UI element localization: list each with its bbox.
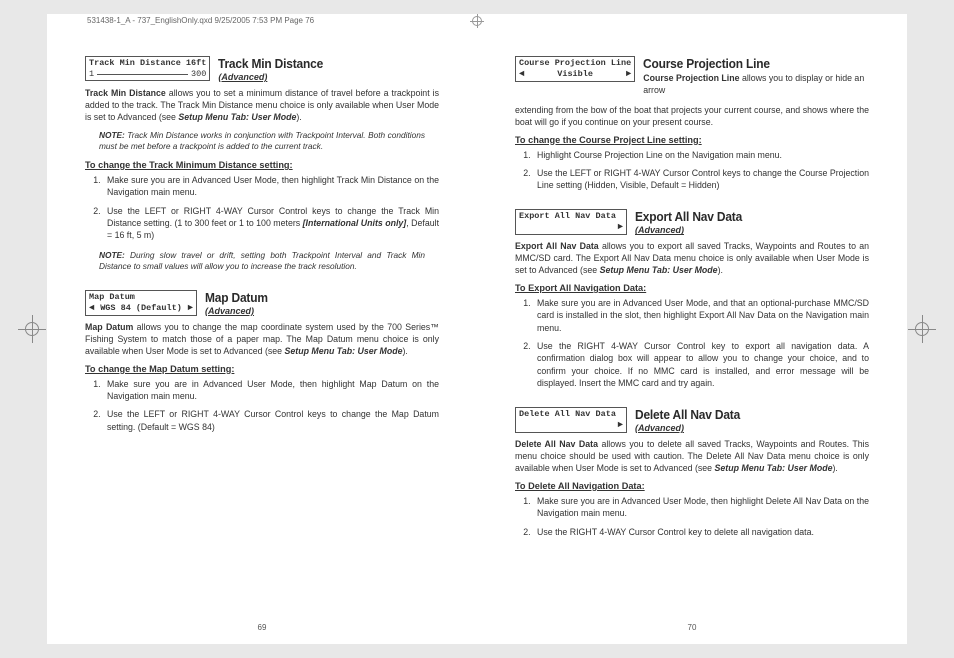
paragraph: Course Projection Line allows you to dis… [643,73,869,97]
menu-label: Course Projection Line [519,58,631,69]
list-item: Make sure you are in Advanced User Mode,… [533,495,869,520]
paragraph: Map Datum allows you to change the map c… [85,322,439,358]
section-title: Export All Nav Data [635,209,850,224]
note: NOTE: During slow travel or drift, setti… [85,250,439,272]
arrow-right-icon: ► [618,222,623,233]
registration-mark-right [912,319,932,339]
paragraph: Track Min Distance allows you to set a m… [85,88,439,124]
section-export-nav: Export All Nav Data ► Export All Nav Dat… [515,209,869,389]
list-item: Use the LEFT or RIGHT 4-WAY Cursor Contr… [103,205,439,242]
section-title: Map Datum [205,290,420,305]
menu-range-low: 1 [89,69,94,80]
menu-label: Export All Nav Data [519,211,623,222]
list-item: Use the LEFT or RIGHT 4-WAY Cursor Contr… [533,167,869,192]
column-right: Course Projection Line ◄ Visible ► Cours… [477,14,907,644]
ordered-list: Make sure you are in Advanced User Mode,… [85,174,439,242]
subheading: To change the Map Datum setting: [85,364,439,374]
paragraph: Export All Nav Data allows you to export… [515,241,869,277]
paragraph: Delete All Nav Data allows you to delete… [515,439,869,475]
ordered-list: Make sure you are in Advanced User Mode,… [515,297,869,389]
subheading: To Delete All Navigation Data: [515,481,869,491]
menu-preview-course-proj: Course Projection Line ◄ Visible ► [515,56,635,82]
menu-label: Track Min Distance 16ft [89,58,206,69]
list-item: Make sure you are in Advanced User Mode,… [533,297,869,334]
ordered-list: Highlight Course Projection Line on the … [515,149,869,192]
section-track-min-distance: Track Min Distance 16ft 1 300 Track Min … [85,56,439,272]
menu-preview-export: Export All Nav Data ► [515,209,627,235]
list-item: Use the LEFT or RIGHT 4-WAY Cursor Contr… [103,408,439,433]
section-subtitle: (Advanced) [205,306,439,316]
section-course-projection: Course Projection Line ◄ Visible ► Cours… [515,56,869,191]
menu-value: WGS 84 (Default) [100,303,182,314]
section-title: Delete All Nav Data [635,407,850,422]
arrow-left-icon: ◄ [519,69,524,80]
menu-value: Visible [557,69,593,80]
menu-preview-track-min: Track Min Distance 16ft 1 300 [85,56,210,81]
subheading: To Export All Navigation Data: [515,283,869,293]
list-item: Make sure you are in Advanced User Mode,… [103,378,439,403]
arrow-right-icon: ► [188,303,193,314]
arrow-right-icon: ► [626,69,631,80]
column-left: Track Min Distance 16ft 1 300 Track Min … [47,14,477,644]
subheading: To change the Course Project Line settin… [515,135,869,145]
list-item: Highlight Course Projection Line on the … [533,149,869,161]
menu-preview-map-datum: Map Datum ◄ WGS 84 (Default) ► [85,290,197,316]
ordered-list: Make sure you are in Advanced User Mode,… [85,378,439,433]
section-delete-nav: Delete All Nav Data ► Delete All Nav Dat… [515,407,869,538]
page-number-right: 70 [688,623,697,632]
menu-range-high: 300 [191,69,206,80]
document-page: 531438-1_A - 737_EnglishOnly.qxd 9/25/20… [47,14,907,644]
section-title: Course Projection Line [643,56,851,71]
section-subtitle: (Advanced) [635,423,869,433]
section-map-datum: Map Datum ◄ WGS 84 (Default) ► Map Datum… [85,290,439,433]
list-item: Use the RIGHT 4-WAY Cursor Control key t… [533,340,869,389]
section-title: Track Min Distance [218,56,421,71]
ordered-list: Make sure you are in Advanced User Mode,… [515,495,869,538]
list-item: Use the RIGHT 4-WAY Cursor Control key t… [533,526,869,538]
arrow-right-icon: ► [618,420,623,431]
section-subtitle: (Advanced) [218,72,439,82]
note: NOTE: Track Min Distance works in conjun… [85,130,439,152]
paragraph: extending from the bow of the boat that … [515,105,869,129]
subheading: To change the Track Minimum Distance set… [85,160,439,170]
menu-label: Delete All Nav Data [519,409,623,420]
page-number-left: 69 [258,623,267,632]
section-subtitle: (Advanced) [635,225,869,235]
crop-mark-top [470,14,484,28]
menu-label: Map Datum [89,292,193,303]
menu-preview-delete: Delete All Nav Data ► [515,407,627,433]
arrow-left-icon: ◄ [89,303,94,314]
registration-mark-left [22,319,42,339]
list-item: Make sure you are in Advanced User Mode,… [103,174,439,199]
print-header: 531438-1_A - 737_EnglishOnly.qxd 9/25/20… [87,16,314,25]
